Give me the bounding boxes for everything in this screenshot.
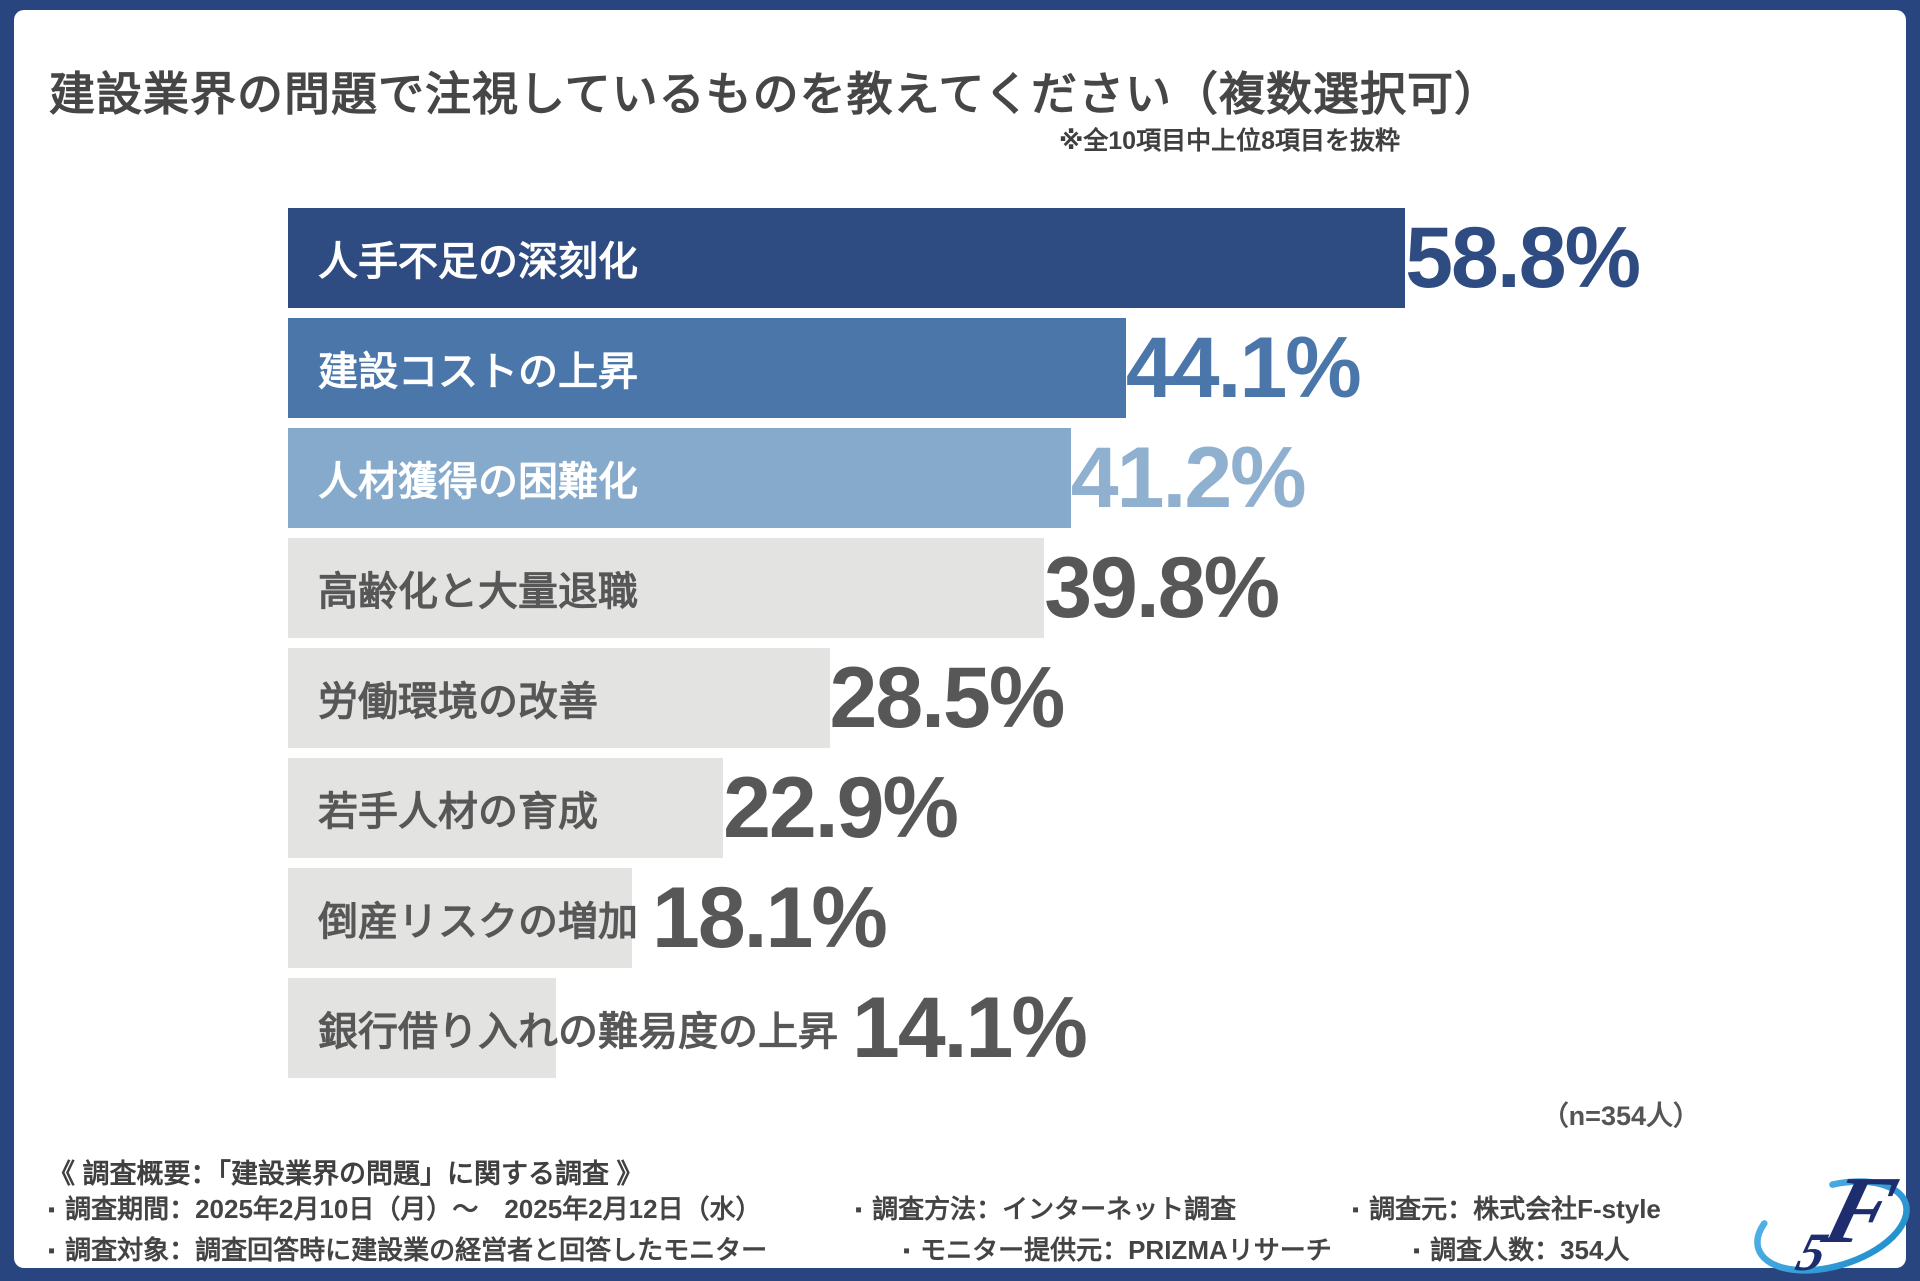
survey-item-source: ▪ 調査元：株式会社F-style: [1352, 1194, 1661, 1225]
bar-label: 建設コストの上昇: [318, 350, 638, 394]
bar-row: 倒産リスクの増加 18.1%: [288, 868, 1888, 968]
bar: [288, 758, 724, 858]
bar: [288, 538, 1045, 638]
sample-size-note: （n=354人）: [1541, 1101, 1700, 1131]
bar: [288, 428, 1071, 528]
bar-row: 人材獲得の困難化 41.2%: [288, 428, 1888, 528]
survey-item-period: ▪ 調査期間：2025年2月10日（月）〜 2025年2月12日（水）: [48, 1194, 762, 1225]
bar-row: 人手不足の深刻化 58.8%: [288, 208, 1888, 308]
selection-note: ※全10項目中上位8項目を抜粋: [1058, 127, 1400, 155]
survey-item-text: 調査元：株式会社F-style: [1369, 1194, 1661, 1224]
survey-item-text: 調査対象：調査回答時に建設業の経営者と回答したモニター: [65, 1235, 768, 1265]
bar-label: 人手不足の深刻化: [318, 240, 638, 284]
survey-item-text: 調査人数：354人: [1430, 1235, 1630, 1265]
bar-value: 14.1%: [852, 980, 1088, 1076]
bar-row: 労働環境の改善 28.5%: [288, 648, 1888, 748]
bar-value: 41.2%: [1070, 430, 1307, 526]
bar: [288, 648, 830, 748]
bar-row: 若手人材の育成 22.9%: [288, 758, 1888, 858]
bar: [288, 868, 632, 968]
square-bullet-icon: ▪: [903, 1240, 911, 1262]
bar-row: 建設コストの上昇 44.1%: [288, 318, 1888, 418]
bar-value: 18.1%: [652, 870, 888, 966]
square-bullet-icon: ▪: [48, 1240, 56, 1262]
bar-label: 若手人材の育成: [318, 790, 598, 834]
square-bullet-icon: ▪: [1352, 1199, 1360, 1221]
bar: [288, 978, 556, 1078]
bar-value: 28.5%: [829, 650, 1066, 746]
survey-item-count: ▪ 調査人数：354人: [1413, 1235, 1629, 1266]
survey-item-text: 調査方法：インターネット調査: [872, 1194, 1237, 1224]
survey-item-text: モニター提供元：PRIZMAリサーチ: [920, 1235, 1332, 1265]
survey-item-method: ▪ 調査方法：インターネット調査: [855, 1194, 1236, 1225]
bar-label: 高齢化と大量退職: [318, 570, 638, 614]
bar-label: 労働環境の改善: [318, 680, 598, 724]
survey-overview-heading: 《 調査概要：「建設業界の問題」に関する調査 》: [48, 1159, 644, 1189]
bar: [288, 208, 1406, 308]
fstyle-logo-graphic: F 5: [1754, 1158, 1910, 1281]
square-bullet-icon: ▪: [855, 1199, 863, 1221]
bar: [288, 318, 1126, 418]
bar-label: 人材獲得の困難化: [318, 460, 638, 504]
survey-item-text: 調査期間：2025年2月10日（月）〜 2025年2月12日（水）: [65, 1194, 762, 1224]
chart-title: 建設業界の問題で注視しているものを教えてください（複数選択可）: [49, 68, 1501, 120]
fstyle-logo: F 5: [1742, 1158, 1914, 1281]
svg-text:F: F: [1812, 1164, 1907, 1264]
square-bullet-icon: ▪: [48, 1199, 56, 1221]
bar-row: 銀行借り入れの難易度の上昇 14.1%: [288, 978, 1888, 1078]
bar-value: 39.8%: [1044, 540, 1280, 636]
survey-item-target: ▪ 調査対象：調査回答時に建設業の経営者と回答したモニター: [48, 1235, 767, 1266]
bar-label: 銀行借り入れの難易度の上昇: [318, 1010, 838, 1054]
bar-row: 高齢化と大量退職 39.8%: [288, 538, 1888, 638]
bar-label: 倒産リスクの増加: [318, 900, 638, 944]
bar-chart: 人手不足の深刻化 58.8% 建設コストの上昇 44.1% 人材獲得の困難化 4…: [288, 208, 1888, 1088]
square-bullet-icon: ▪: [1413, 1240, 1421, 1262]
bar-value: 22.9%: [723, 760, 959, 856]
survey-item-monitor: ▪ モニター提供元：PRIZMAリサーチ: [903, 1235, 1332, 1266]
bar-value: 44.1%: [1125, 320, 1362, 416]
bar-value: 58.8%: [1405, 210, 1641, 306]
